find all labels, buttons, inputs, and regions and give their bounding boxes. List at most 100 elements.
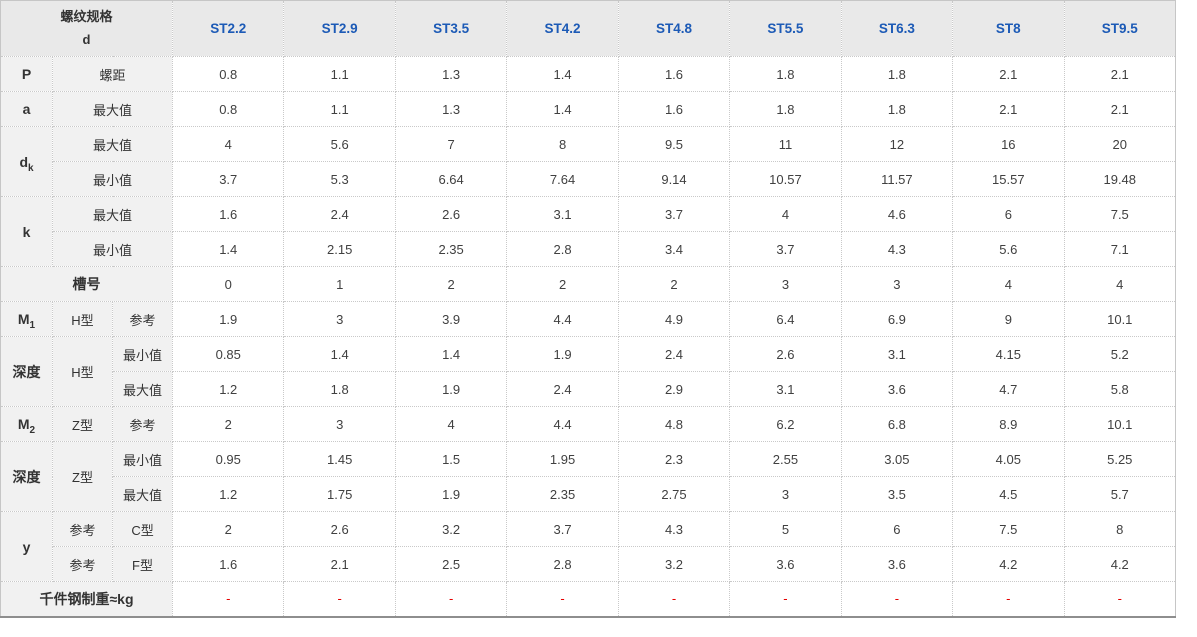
row-k-max: k 最大值 1.6 2.4 2.6 3.1 3.7 4 4.6 6 7.5: [0, 196, 1177, 267]
value-cell: 4.8: [617, 406, 731, 442]
value-cell: 2.1: [283, 546, 396, 582]
value-cell: 3.9: [394, 301, 508, 337]
value-cell: 5.2: [1063, 336, 1177, 372]
value-cell: 2: [617, 266, 731, 302]
value-cell: 3.5: [840, 476, 954, 512]
value-cell: 1.75: [283, 476, 396, 512]
value-cell: 11: [729, 126, 842, 162]
value-cell: 4: [394, 406, 508, 442]
value-cell: 1.1: [283, 56, 396, 92]
row-dk-max: dk 最大值 4 5.6 7 8 9.5 11 12 16 20: [0, 126, 1177, 197]
column-header-ST2.2: ST2.2: [172, 0, 285, 57]
value-cell: 8: [1063, 511, 1177, 547]
value-cell: -: [283, 581, 396, 617]
row-label: F型: [111, 546, 174, 582]
value-cell: 1.3: [394, 56, 508, 92]
column-header-ST6.3: ST6.3: [840, 0, 954, 57]
row-label: 参考: [111, 406, 174, 442]
value-cell: 3: [729, 266, 842, 302]
value-cell: 3.1: [840, 336, 954, 372]
row-label: 深度: [0, 441, 53, 512]
value-cell: 3.2: [617, 546, 731, 582]
value-cell: 0.85: [172, 336, 285, 372]
value-cell: 4.7: [952, 371, 1065, 407]
row-label: 参考: [111, 301, 174, 337]
row-y-F-ref: 参考 F型 1.6 2.1 2.5 2.8 3.2 3.6 3.6 4.2 4.2: [1, 546, 1177, 582]
row-label: 槽号: [0, 266, 174, 302]
value-cell: 1.9: [394, 371, 508, 407]
column-header-ST4.2: ST4.2: [506, 0, 619, 57]
value-cell: 2: [506, 266, 619, 302]
value-cell: 2.4: [506, 371, 619, 407]
value-cell: 4.2: [952, 546, 1065, 582]
value-cell: 4: [1063, 266, 1177, 302]
row-label: k: [0, 196, 53, 267]
value-cell: 2.35: [506, 476, 619, 512]
value-cell: 6: [840, 511, 954, 547]
row-M1-H-ref: M1 H型 参考 1.9 3 3.9 4.4 4.9 6.4 6.9 9 10.1: [0, 301, 1177, 337]
value-cell: 5.8: [1063, 371, 1177, 407]
row-label: 最大值: [51, 126, 174, 162]
value-cell: 8: [506, 126, 619, 162]
value-cell: 16: [952, 126, 1065, 162]
value-cell: 2.15: [283, 231, 396, 267]
value-cell: 2.8: [506, 231, 619, 267]
column-header-ST9.5: ST9.5: [1063, 0, 1177, 57]
value-cell: 4.05: [952, 441, 1065, 477]
value-cell: 3.6: [729, 546, 842, 582]
page: 螺纹规格 d ST2.2 ST2.9 ST3.5 ST4.2 ST4.8 ST5.5 ST6…: [0, 0, 1177, 618]
value-cell: 1.8: [729, 56, 842, 92]
value-cell: 2.4: [617, 336, 731, 372]
row-label: 参考: [52, 546, 113, 582]
column-header-ST3.5: ST3.5: [394, 0, 508, 57]
value-cell: 3.1: [729, 371, 842, 407]
row-label: H型: [52, 301, 113, 337]
value-cell: 4.9: [617, 301, 731, 337]
value-cell: 9: [952, 301, 1065, 337]
column-header-ST8: ST8: [952, 0, 1065, 57]
value-cell: 3.1: [506, 196, 619, 232]
value-cell: 3.2: [394, 511, 508, 547]
value-cell: 1.45: [283, 441, 396, 477]
row-P-pitch: P 螺距 0.8 1.1 1.3 1.4 1.6 1.8 1.8 2.1 2.1: [0, 56, 1177, 92]
row-label: 千件钢制重≈kg: [0, 581, 174, 617]
value-cell: 0.8: [172, 91, 285, 127]
value-cell: -: [840, 581, 954, 617]
row-label: M1: [0, 301, 53, 337]
value-cell: -: [172, 581, 285, 617]
row-label: Z型: [52, 441, 113, 512]
value-cell: 1.8: [840, 56, 954, 92]
value-cell: 1.8: [283, 371, 396, 407]
value-cell: 9.14: [617, 161, 731, 197]
table-header: 螺纹规格 d ST2.2 ST2.9 ST3.5 ST4.2 ST4.8 ST5.5 ST6…: [0, 0, 1177, 57]
value-cell: 3.6: [840, 546, 954, 582]
row-label: 最小值: [111, 336, 174, 372]
value-cell: 1.6: [617, 91, 731, 127]
value-cell: 0: [172, 266, 285, 302]
value-cell: 15.57: [952, 161, 1065, 197]
row-label: dk: [0, 126, 53, 197]
value-cell: 2.6: [394, 196, 508, 232]
value-cell: 6.8: [840, 406, 954, 442]
row-slot-number: 槽号 0 1 2 2 2 3 3 4 4: [0, 266, 1177, 302]
value-cell: 6.4: [729, 301, 842, 337]
row-label: 最小值: [51, 161, 174, 197]
row-label: 参考: [52, 511, 113, 547]
value-cell: 7.5: [1063, 196, 1177, 232]
value-cell: 5: [729, 511, 842, 547]
row-label: 最大值: [51, 91, 174, 127]
row-label: 最小值: [111, 441, 174, 477]
thread-spec-symbol: d: [82, 31, 91, 47]
value-cell: 2.1: [952, 91, 1065, 127]
value-cell: 3.4: [617, 231, 731, 267]
value-cell: 10.57: [729, 161, 842, 197]
value-cell: 1.2: [172, 476, 285, 512]
value-cell: 1.4: [506, 91, 619, 127]
value-cell: 1.4: [283, 336, 396, 372]
value-cell: 1.95: [506, 441, 619, 477]
value-cell: 2.5: [394, 546, 508, 582]
value-cell: 3.7: [506, 511, 619, 547]
value-cell: -: [952, 581, 1065, 617]
value-cell: 9.5: [617, 126, 731, 162]
value-cell: -: [729, 581, 842, 617]
